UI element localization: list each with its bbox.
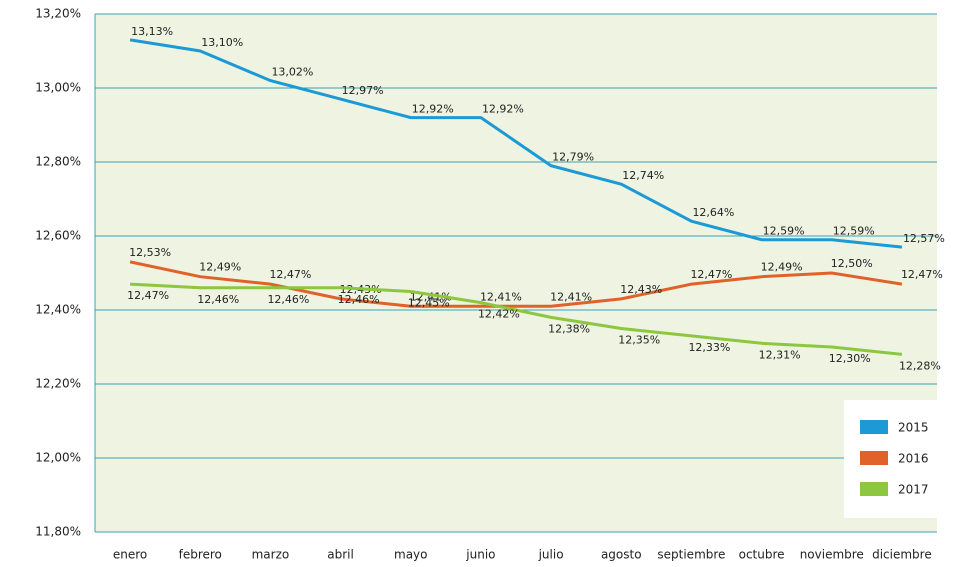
data-label: 12,74% (622, 169, 664, 182)
y-tick-label: 12,00% (35, 451, 81, 465)
x-tick-label: abril (327, 548, 354, 562)
data-label: 12,41% (480, 290, 522, 303)
y-tick-label: 12,20% (35, 377, 81, 391)
x-tick-label: septiembre (657, 548, 725, 562)
data-label: 12,46% (338, 293, 380, 306)
data-label: 13,13% (131, 25, 173, 38)
y-tick-label: 13,20% (35, 7, 81, 21)
data-label: 12,47% (901, 268, 943, 281)
x-tick-label: noviembre (800, 548, 864, 562)
legend-label: 2015 (898, 421, 929, 435)
data-label: 12,53% (129, 246, 171, 259)
x-tick-label: julio (538, 548, 564, 562)
plot-area (95, 14, 937, 532)
data-label: 12,64% (692, 206, 734, 219)
data-label: 12,38% (548, 322, 590, 335)
data-label: 12,49% (199, 261, 241, 274)
y-tick-label: 12,80% (35, 155, 81, 169)
x-tick-label: enero (113, 548, 147, 562)
legend-swatch (860, 482, 888, 496)
y-tick-label: 12,60% (35, 229, 81, 243)
x-tick-label: junio (465, 548, 495, 562)
legend-swatch (860, 451, 888, 465)
data-label: 12,42% (478, 308, 520, 321)
data-label: 13,02% (271, 66, 313, 79)
series-line (130, 282, 903, 356)
x-tick-label: marzo (252, 548, 290, 562)
data-label: 12,92% (482, 103, 524, 116)
series-line (129, 260, 903, 308)
data-label: 12,46% (267, 293, 309, 306)
data-label: 12,97% (342, 84, 384, 97)
legend-label: 2016 (898, 452, 929, 466)
data-label: 12,47% (127, 289, 169, 302)
series-line (129, 38, 903, 249)
data-label: 12,43% (620, 283, 662, 296)
x-tick-label: mayo (394, 548, 428, 562)
data-label: 12,59% (763, 225, 805, 238)
legend-swatch (860, 420, 888, 434)
y-tick-label: 13,00% (35, 81, 81, 95)
x-tick-label: diciembre (872, 548, 932, 562)
data-label: 12,47% (269, 268, 311, 281)
data-label: 12,33% (688, 341, 730, 354)
data-label: 12,59% (833, 225, 875, 238)
data-label: 12,45% (408, 297, 450, 310)
data-label: 12,30% (829, 352, 871, 365)
data-label: 12,46% (197, 293, 239, 306)
data-label: 12,57% (903, 232, 945, 245)
data-label: 12,35% (618, 334, 660, 347)
data-label: 12,28% (899, 359, 941, 372)
data-label: 12,49% (761, 261, 803, 274)
data-label: 12,41% (550, 290, 592, 303)
data-label: 12,79% (552, 151, 594, 164)
x-tick-label: octubre (739, 548, 785, 562)
data-label: 13,10% (201, 36, 243, 49)
data-label: 12,47% (690, 268, 732, 281)
x-tick-label: febrero (179, 548, 222, 562)
data-label: 12,92% (412, 103, 454, 116)
data-label: 12,31% (759, 348, 801, 361)
legend-label: 2017 (898, 483, 929, 497)
legend-box (844, 400, 944, 518)
x-tick-label: agosto (601, 548, 642, 562)
y-tick-label: 11,80% (35, 525, 81, 539)
data-label: 12,50% (831, 257, 873, 270)
y-tick-label: 12,40% (35, 303, 81, 317)
